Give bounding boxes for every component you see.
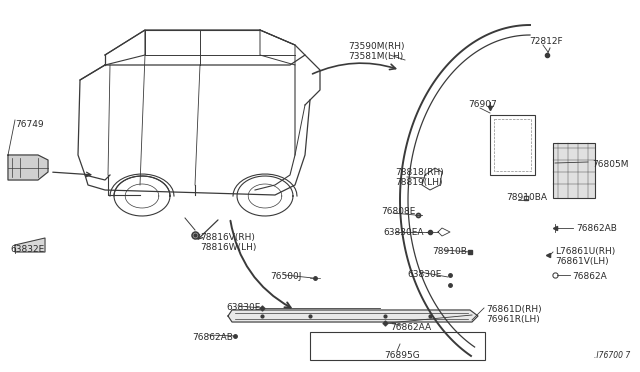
Text: 78910B: 78910B <box>432 247 467 256</box>
Text: L76861U(RH)
76861V(LH): L76861U(RH) 76861V(LH) <box>555 247 615 266</box>
Bar <box>494 119 531 171</box>
Text: 76895G: 76895G <box>384 351 420 360</box>
Polygon shape <box>8 155 48 180</box>
Text: 63830E: 63830E <box>407 270 442 279</box>
Polygon shape <box>15 238 45 252</box>
Text: 76808E: 76808E <box>381 207 415 216</box>
Polygon shape <box>228 310 478 322</box>
Text: 63832E: 63832E <box>10 245 44 254</box>
Bar <box>490 115 535 175</box>
Text: 76861D(RH)
76961R(LH): 76861D(RH) 76961R(LH) <box>486 305 541 324</box>
Text: 76500J: 76500J <box>270 272 301 281</box>
Text: 63830EA: 63830EA <box>383 228 424 237</box>
Text: 78910BA: 78910BA <box>506 193 547 202</box>
Text: 76862AB: 76862AB <box>576 224 617 233</box>
Text: 73590M(RH)
73581M(LH): 73590M(RH) 73581M(LH) <box>348 42 404 61</box>
Bar <box>310 332 485 360</box>
Text: 76805M: 76805M <box>592 160 628 169</box>
Text: 63830E: 63830E <box>226 303 260 312</box>
Text: 76862AA: 76862AA <box>390 323 431 332</box>
Text: 78816V(RH)
78816W(LH): 78816V(RH) 78816W(LH) <box>200 233 257 252</box>
Text: .I76700 7: .I76700 7 <box>594 351 630 360</box>
Text: 76862A: 76862A <box>572 272 607 281</box>
Bar <box>553 143 595 198</box>
Text: 72812F: 72812F <box>529 37 563 46</box>
Text: 78818(RH)
78819(LH): 78818(RH) 78819(LH) <box>395 168 444 187</box>
Text: 76907: 76907 <box>468 100 497 109</box>
Text: 76862AB: 76862AB <box>192 333 233 342</box>
Text: 76749: 76749 <box>15 120 44 129</box>
